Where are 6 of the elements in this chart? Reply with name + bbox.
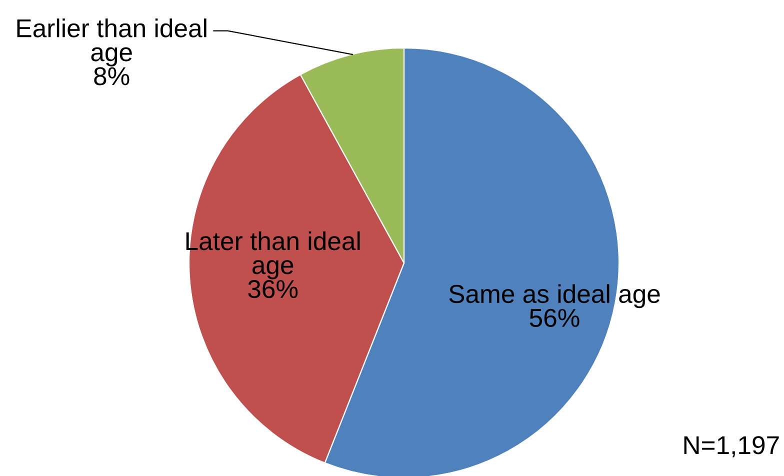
text: N=1,197 [684,436,779,458]
data-label: 8% [94,67,130,86]
data-label: 56% [530,308,580,328]
slice-label: Same as ideal age [449,284,660,308]
data-label: 36% [248,280,298,298]
slice-label: Earlier than ideal age [17,18,206,66]
